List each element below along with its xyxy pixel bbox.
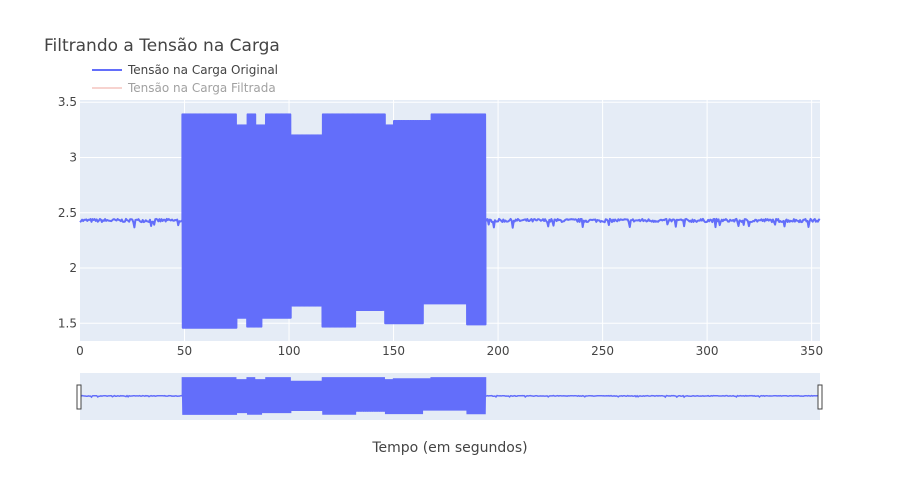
x-tick-label: 0: [76, 344, 84, 358]
y-tick-label: 2: [69, 261, 77, 275]
rangeslider-series-line: [79, 377, 821, 415]
rangeslider-data: [79, 377, 821, 415]
legend-label-filtered: Tensão na Carga Filtrada: [127, 81, 276, 95]
x-tick-label: 50: [177, 344, 192, 358]
chart-title: Filtrando a Tensão na Carga: [44, 36, 280, 56]
legend[interactable]: Tensão na Carga Original Tensão na Carga…: [92, 63, 278, 95]
x-tick-label: 350: [800, 344, 823, 358]
legend-entry-filtered[interactable]: Tensão na Carga Filtrada: [92, 81, 276, 95]
y-tick-label: 3: [69, 150, 77, 164]
x-axis-title: Tempo (em segundos): [371, 440, 527, 456]
legend-entry-original[interactable]: Tensão na Carga Original: [92, 63, 278, 77]
rangeslider-handle-right[interactable]: [817, 384, 823, 410]
x-axis: 0 50 100 150 200 250 300 350: [76, 344, 823, 358]
legend-label-original: Tensão na Carga Original: [127, 63, 278, 77]
x-tick-label: 100: [278, 344, 301, 358]
x-tick-label: 300: [696, 344, 719, 358]
y-axis: 1.5 2 2.5 3 3.5: [58, 95, 77, 330]
y-tick-label: 1.5: [58, 316, 77, 330]
x-tick-label: 250: [591, 344, 614, 358]
plot-data: [79, 113, 821, 329]
rangeslider-handle-left[interactable]: [76, 384, 82, 410]
x-tick-label: 200: [487, 344, 510, 358]
x-tick-label: 150: [382, 344, 405, 358]
y-tick-label: 2.5: [58, 206, 77, 220]
y-tick-label: 3.5: [58, 95, 77, 109]
series-line-original: [79, 113, 821, 329]
